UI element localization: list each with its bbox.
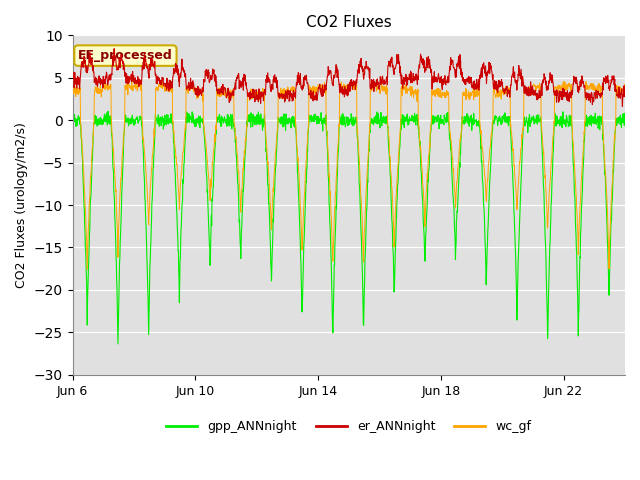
Title: CO2 Fluxes: CO2 Fluxes bbox=[306, 15, 392, 30]
Legend: gpp_ANNnight, er_ANNnight, wc_gf: gpp_ANNnight, er_ANNnight, wc_gf bbox=[161, 415, 536, 438]
Text: EE_processed: EE_processed bbox=[78, 49, 173, 62]
Y-axis label: CO2 Fluxes (urology/m2/s): CO2 Fluxes (urology/m2/s) bbox=[15, 122, 28, 288]
